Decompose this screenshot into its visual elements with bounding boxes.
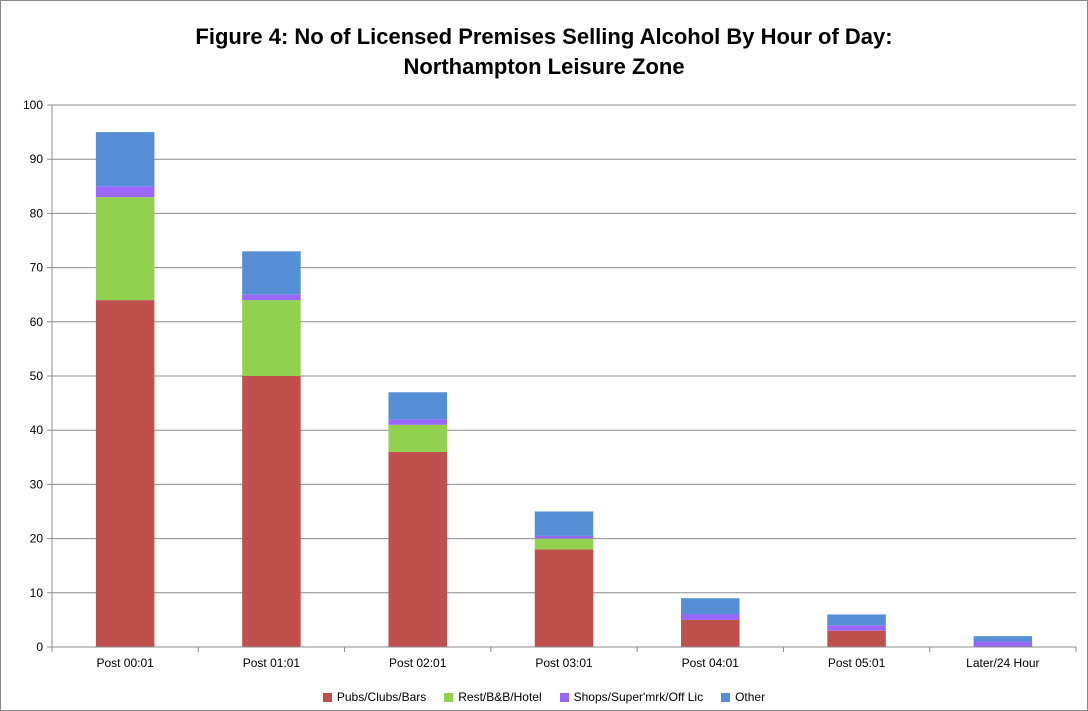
legend-label: Shops/Super'mrk/Off Lic — [573, 690, 704, 704]
legend-swatch — [559, 692, 569, 702]
y-axis-ticks: 0 10 20 30 40 50 60 70 80 90 100 — [23, 98, 52, 654]
legend-label: Rest/B&B/Hotel — [458, 690, 542, 704]
chart-title-line-2: Northampton Leisure Zone — [403, 54, 685, 79]
bar-segment — [388, 424, 447, 452]
x-tick-label: Post 04:01 — [682, 656, 740, 670]
bar-segment — [242, 376, 301, 647]
bar-segment — [388, 392, 447, 420]
bar-segment — [95, 186, 155, 198]
bar-segment — [95, 132, 155, 187]
y-tick-label: 70 — [30, 261, 44, 275]
x-axis — [51, 105, 1076, 648]
x-tick-label: Later/24 Hour — [966, 656, 1039, 670]
bar-segment — [827, 625, 886, 631]
y-tick-label: 90 — [30, 152, 44, 166]
bar-segment — [95, 300, 155, 647]
bars — [95, 132, 1033, 647]
bar-segment — [534, 535, 594, 539]
y-tick-label: 50 — [30, 369, 44, 383]
bar-segment — [973, 641, 1033, 647]
x-tick-label: Post 01:01 — [243, 656, 301, 670]
x-tick-label: Post 02:01 — [389, 656, 447, 670]
y-tick-label: 60 — [30, 315, 44, 329]
legend-label: Pubs/Clubs/Bars — [336, 690, 427, 704]
bar-segment — [534, 549, 594, 647]
y-tick-label: 100 — [23, 98, 43, 112]
bar-segment — [242, 251, 301, 295]
y-tick-label: 0 — [36, 640, 43, 654]
y-tick-label: 40 — [30, 423, 44, 437]
x-tick-label: Post 05:01 — [828, 656, 886, 670]
chart-title: Figure 4: No of Licensed Premises Sellin… — [0, 22, 1088, 82]
bar-segment — [242, 294, 301, 301]
bar-segment — [681, 619, 740, 647]
bar-segment — [534, 511, 594, 536]
y-tick-label: 10 — [30, 586, 44, 600]
x-axis-ticks: Post 00:01 Post 01:01 Post 02:01 Post 03:01… — [51, 647, 1077, 670]
bar-segment — [534, 538, 594, 550]
legend-item: Pubs/Clubs/Bars — [322, 690, 427, 704]
y-tick-label: 20 — [30, 532, 44, 546]
bar-segment — [388, 451, 447, 647]
x-tick-label: Post 03:01 — [535, 656, 593, 670]
legend-item: Shops/Super'mrk/Off Lic — [559, 690, 704, 704]
bar-segment — [827, 614, 886, 626]
chart-title-line-1: Figure 4: No of Licensed Premises Sellin… — [195, 24, 893, 49]
y-tick-label: 30 — [30, 477, 44, 491]
grid-lines — [52, 104, 1076, 594]
x-tick-label: Post 00:01 — [96, 656, 154, 670]
legend-swatch — [721, 692, 731, 702]
y-tick-label: 80 — [30, 206, 44, 220]
legend: Pubs/Clubs/Bars Rest/B&B/Hotel Shops/Super… — [0, 687, 1088, 707]
legend-item: Other — [721, 690, 765, 704]
legend-label: Other — [735, 690, 766, 704]
bar-segment — [681, 598, 740, 615]
bar-segment — [242, 300, 301, 376]
bar-segment — [827, 630, 886, 647]
legend-item: Rest/B&B/Hotel — [444, 690, 542, 704]
bar-segment — [681, 614, 740, 620]
bar-segment — [388, 419, 447, 425]
bar-segment — [95, 197, 155, 301]
legend-swatch — [322, 692, 332, 702]
bar-segment — [973, 636, 1033, 642]
legend-swatch — [444, 692, 454, 702]
